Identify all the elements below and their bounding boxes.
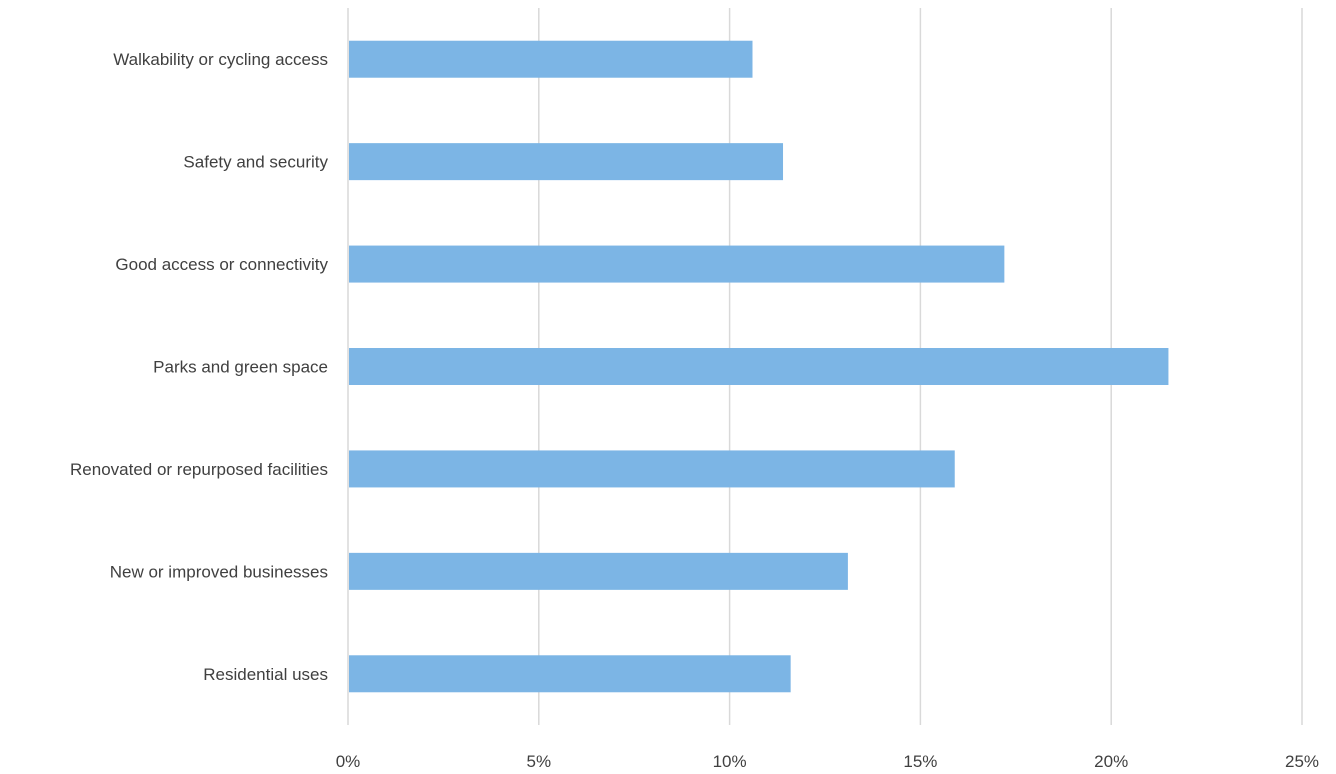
x-tick-label: 25% [1285,752,1319,769]
category-label: Residential uses [203,665,328,684]
bar [349,655,791,693]
category-label: Renovated or repurposed facilities [70,460,328,479]
x-tick-label: 0% [336,752,361,769]
category-label: Good access or connectivity [115,255,328,274]
category-label: New or improved businesses [110,562,328,581]
category-label: Safety and security [183,153,328,172]
x-tick-label: 5% [527,752,552,769]
category-label: Parks and green space [153,358,328,377]
bar [349,450,955,488]
bar [349,40,753,78]
x-axis-tick-labels: 0% 5% 10% 15% 20% 25% [336,752,1319,771]
bar [349,348,1169,385]
bar [349,143,784,181]
x-tick-label: 10% [713,752,747,769]
category-labels: Walkability or cycling access Safety and … [70,50,328,684]
bars [349,40,1169,693]
x-tick-label: 15% [903,752,937,769]
category-label: Walkability or cycling access [113,50,328,69]
bar [349,245,1005,283]
bar [349,552,848,590]
x-tick-label: 20% [1094,752,1128,769]
